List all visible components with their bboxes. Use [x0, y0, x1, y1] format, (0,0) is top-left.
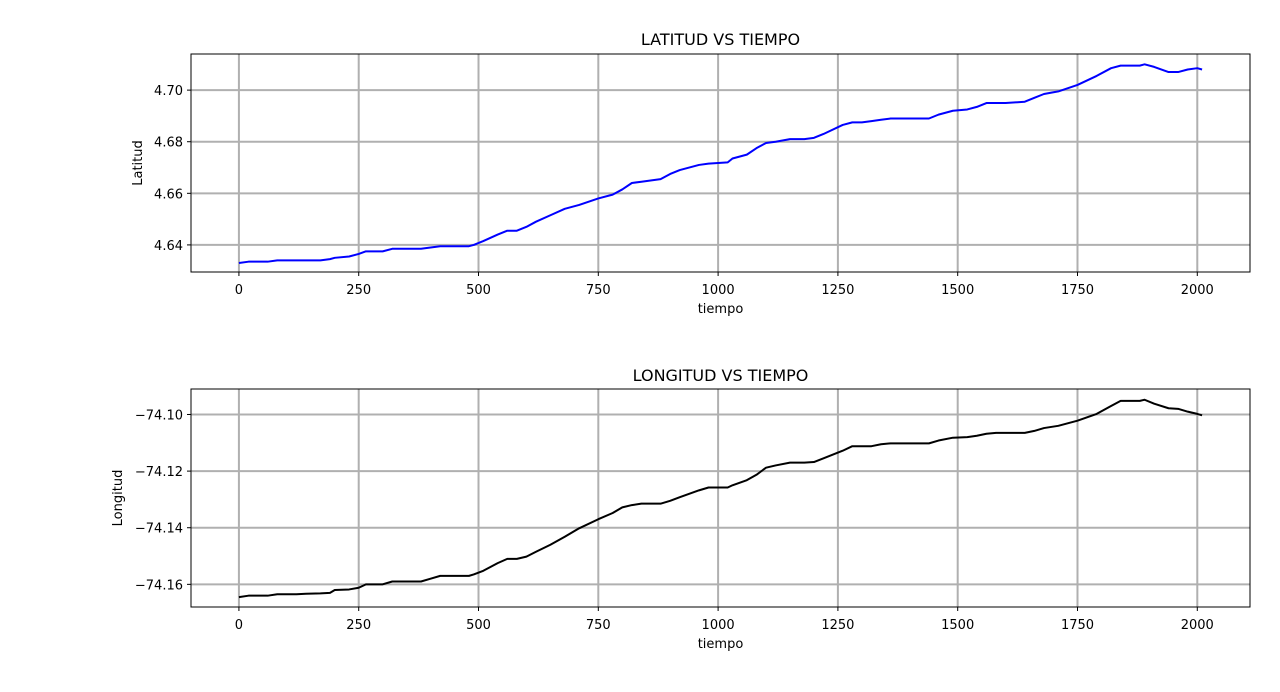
y-tick-label: −74.10 — [135, 408, 183, 423]
y-tick-label: 4.64 — [154, 239, 183, 254]
plot-frame — [190, 388, 1251, 608]
y-tick-label: 4.66 — [154, 187, 183, 202]
y-tick-label: −74.14 — [135, 522, 183, 537]
y-tick-label: 4.70 — [154, 84, 183, 99]
y-tick-label: −74.16 — [135, 578, 183, 593]
x-tick-label: 1250 — [821, 283, 854, 298]
x-tick-label: 0 — [235, 618, 243, 633]
y-tick-label: 4.68 — [154, 136, 183, 151]
x-tick-label: 1000 — [702, 283, 735, 298]
x-tick-label: 1750 — [1061, 618, 1094, 633]
y-axis-label: Latitud — [131, 140, 146, 186]
chart-title: LATITUD VS TIEMPO — [641, 30, 800, 49]
x-axis-label: tiempo — [698, 302, 744, 317]
y-tick-label: −74.12 — [135, 465, 183, 480]
x-axis-label: tiempo — [698, 637, 744, 652]
x-tick-label: 250 — [346, 618, 371, 633]
x-tick-label: 500 — [466, 283, 491, 298]
x-tick-label: 1500 — [941, 283, 974, 298]
x-tick-label: 1500 — [941, 618, 974, 633]
x-tick-label: 2000 — [1181, 283, 1214, 298]
x-tick-label: 2000 — [1181, 618, 1214, 633]
x-tick-label: 1000 — [702, 618, 735, 633]
chart-title: LONGITUD VS TIEMPO — [633, 366, 809, 385]
x-tick-label: 750 — [586, 618, 611, 633]
series-line — [238, 398, 1203, 599]
y-axis-label: Longitud — [111, 470, 126, 527]
latitude-chart: 0 250 500 750 1000 1250 1500 1750 2000 4.64 4.66 4.… — [131, 30, 1251, 317]
x-tick-label: 750 — [586, 283, 611, 298]
x-tick-label: 0 — [235, 283, 243, 298]
x-tick-label: 500 — [466, 618, 491, 633]
longitude-chart: 0 250 500 750 1000 1250 1500 1750 2000 −74.16 −74.… — [111, 366, 1251, 652]
series-line — [238, 63, 1203, 264]
x-tick-label: 1250 — [821, 618, 854, 633]
x-tick-label: 250 — [346, 283, 371, 298]
x-tick-label: 1750 — [1061, 283, 1094, 298]
plot-frame — [190, 53, 1251, 273]
